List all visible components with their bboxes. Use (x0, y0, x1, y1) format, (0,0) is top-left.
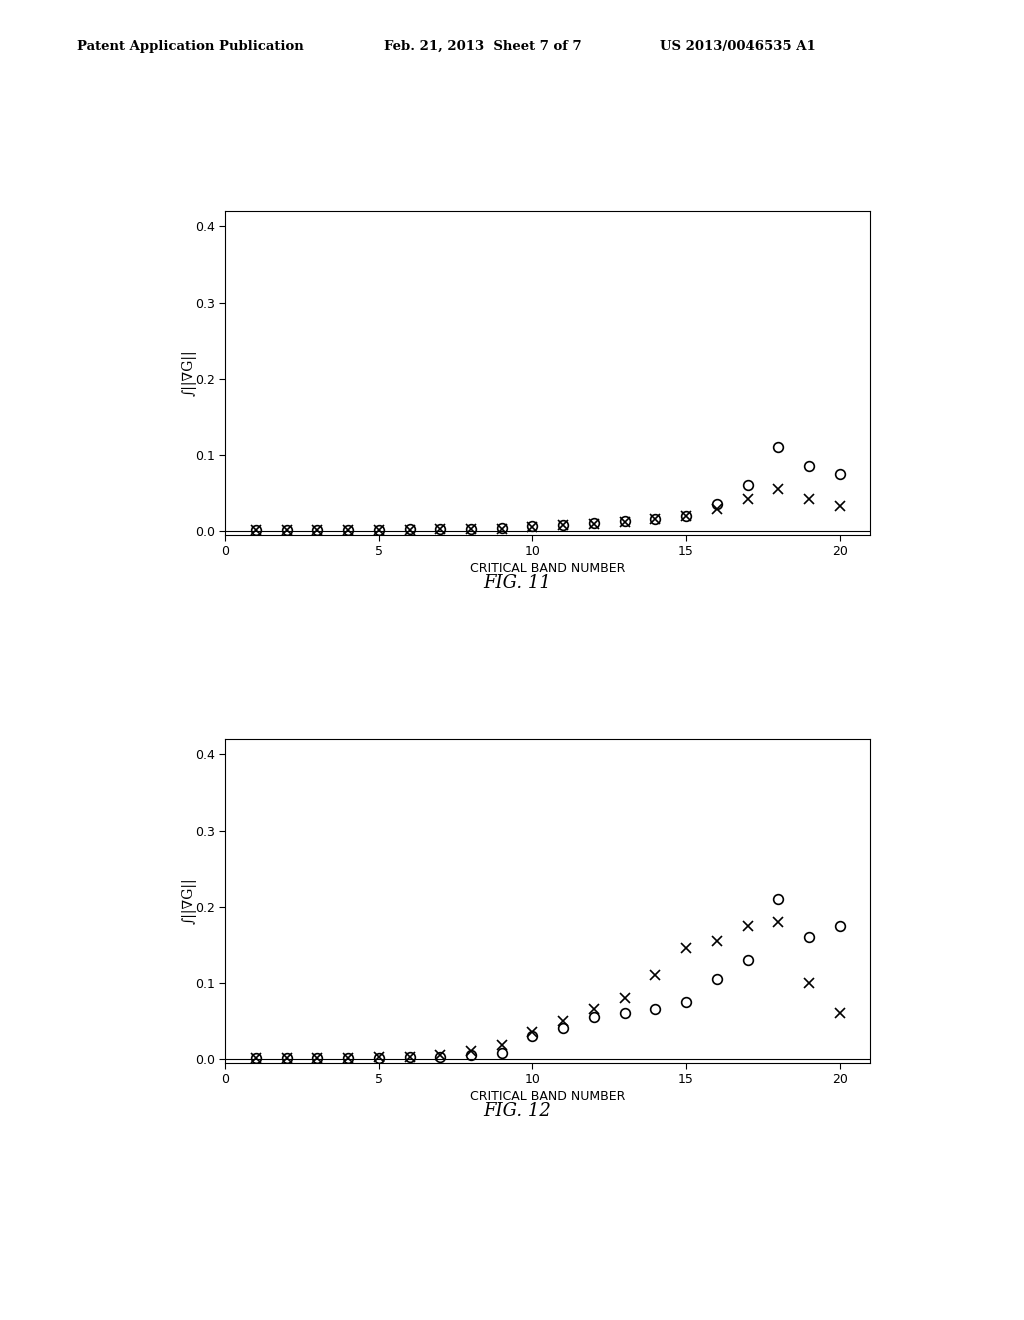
Y-axis label: ∫||∇G||: ∫||∇G|| (182, 350, 197, 396)
Text: US 2013/0046535 A1: US 2013/0046535 A1 (660, 40, 816, 53)
Text: Feb. 21, 2013  Sheet 7 of 7: Feb. 21, 2013 Sheet 7 of 7 (384, 40, 582, 53)
X-axis label: CRITICAL BAND NUMBER: CRITICAL BAND NUMBER (470, 1090, 626, 1104)
X-axis label: CRITICAL BAND NUMBER: CRITICAL BAND NUMBER (470, 562, 626, 576)
Text: Patent Application Publication: Patent Application Publication (77, 40, 303, 53)
Text: FIG. 11: FIG. 11 (483, 574, 551, 593)
Y-axis label: ∫||∇G||: ∫||∇G|| (182, 878, 197, 924)
Text: FIG. 12: FIG. 12 (483, 1102, 551, 1121)
